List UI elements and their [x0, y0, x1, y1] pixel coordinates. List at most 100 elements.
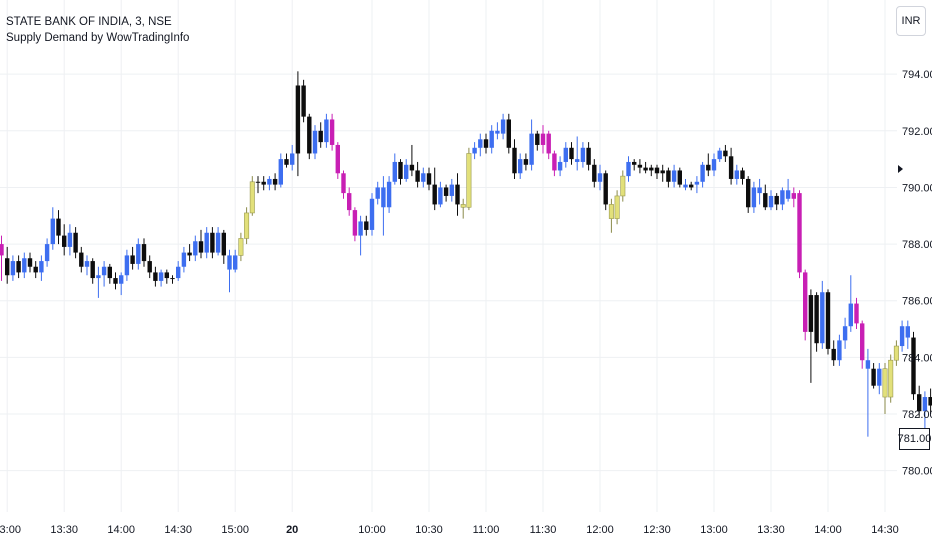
candle-body	[871, 368, 876, 386]
x-tick-label: 14:30	[871, 524, 899, 536]
candle-body	[392, 161, 397, 182]
candle-body	[90, 261, 95, 279]
candle-body	[746, 178, 751, 208]
candle-body	[221, 232, 226, 256]
candle-body	[56, 218, 61, 236]
candle-body	[768, 195, 774, 208]
candle-body	[141, 244, 147, 262]
candle-body	[763, 193, 768, 208]
candle-body	[10, 261, 16, 276]
candle-body	[284, 159, 289, 165]
candle-body	[780, 190, 785, 205]
candle-body	[466, 153, 472, 208]
candle-body	[33, 266, 38, 273]
candle-body	[261, 181, 266, 185]
candle-body	[728, 156, 734, 179]
candle-body	[96, 275, 101, 279]
x-tick-label: 12:00	[586, 524, 614, 536]
candle-body	[335, 144, 340, 174]
candle-body	[347, 193, 352, 211]
x-tick-label: 13:00	[700, 524, 728, 536]
x-tick-label: 15:00	[221, 524, 249, 536]
candle-body	[324, 119, 329, 143]
candle-body	[506, 119, 511, 148]
candle-body	[460, 204, 466, 208]
candle-body	[882, 368, 888, 398]
indicator-title: Supply Demand by WowTradingInfo	[6, 32, 190, 44]
candle-body	[626, 161, 631, 177]
candles	[0, 71, 932, 437]
y-tick-label: 792.00	[902, 126, 932, 138]
candle-body	[301, 85, 306, 117]
x-tick-label: 14:00	[814, 524, 842, 536]
candle-body	[472, 147, 477, 154]
candle-body	[666, 170, 671, 182]
time-axis[interactable]: 13:00 13:30 14:00 14:30 15:00 20 10:00 10:30 11:…	[0, 524, 899, 536]
candle-body	[540, 133, 546, 145]
candle-body	[797, 193, 802, 273]
candle-body	[563, 147, 568, 162]
candle-body	[352, 210, 358, 236]
candle-body	[27, 258, 33, 267]
candle-body	[597, 173, 603, 182]
candle-body	[848, 303, 853, 327]
candle-body	[101, 266, 107, 276]
candle-body	[79, 252, 84, 267]
y-tick-label: 784.00	[902, 352, 932, 364]
candle-body	[557, 161, 563, 171]
x-tick-label: 13:00	[0, 524, 21, 536]
candle-body	[723, 150, 728, 157]
candle-body	[204, 232, 209, 253]
candle-body	[5, 258, 10, 276]
candle-body	[814, 295, 819, 344]
candle-body	[278, 159, 283, 185]
candle-body	[443, 187, 449, 196]
candle-body	[649, 167, 654, 171]
candle-body	[803, 272, 808, 332]
candle-body	[580, 147, 586, 162]
y-tick-label: 794.00	[902, 69, 932, 81]
candle-body	[210, 232, 215, 253]
candle-body	[717, 150, 722, 160]
candle-body	[905, 326, 910, 338]
candle-body	[307, 116, 312, 154]
candle-body	[16, 261, 21, 273]
price-axis[interactable]: 794.00 792.00 790.00 788.00 786.00 784.00 782.…	[902, 69, 932, 478]
candle-body	[415, 170, 420, 182]
currency-button[interactable]: INR	[896, 6, 926, 36]
candle-body	[62, 235, 67, 247]
candle-body	[312, 130, 318, 154]
candle-body	[404, 164, 409, 179]
candle-body	[67, 232, 73, 247]
candle-body	[244, 212, 250, 239]
x-tick-label: 20	[286, 524, 298, 536]
candle-body	[409, 164, 415, 171]
candle-body	[660, 170, 665, 174]
candle-body	[774, 195, 779, 205]
candle-body	[654, 167, 660, 174]
candle-body	[290, 153, 295, 165]
candle-body	[899, 326, 905, 347]
x-tick-label: 14:30	[164, 524, 192, 536]
candle-body	[740, 170, 745, 179]
candle-body	[518, 159, 523, 174]
candle-body	[500, 119, 506, 134]
candle-body	[432, 184, 437, 205]
y-tick-label: 786.00	[902, 296, 932, 308]
x-tick-label: 12:30	[643, 524, 671, 536]
candle-body	[706, 164, 711, 171]
candle-body	[84, 261, 90, 267]
candle-body	[193, 241, 198, 256]
candle-body	[381, 187, 386, 208]
candle-body	[421, 173, 426, 182]
candle-body	[489, 130, 494, 148]
candle-body	[107, 266, 112, 279]
candle-body	[552, 153, 557, 171]
candle-body	[449, 184, 454, 196]
candle-body	[700, 164, 705, 182]
candle-body	[483, 139, 489, 148]
candle-body	[865, 360, 871, 369]
candle-body	[113, 278, 118, 284]
candle-body	[928, 397, 932, 406]
